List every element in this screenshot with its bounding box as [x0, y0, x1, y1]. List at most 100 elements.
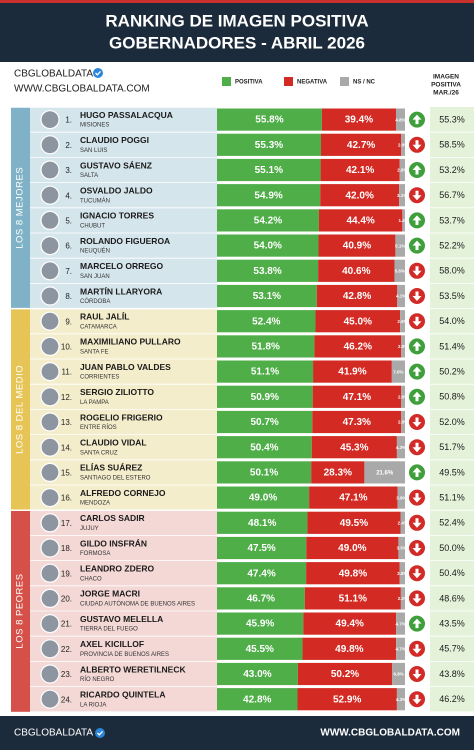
trend-arrow	[412, 114, 422, 125]
previous-value: 52.2%	[439, 240, 465, 250]
bar-segment	[217, 234, 319, 257]
rank: 6.	[65, 242, 72, 251]
province: PROVINCIA DE BUENOS AIRES	[80, 652, 169, 658]
bar-value-label: 28.3%	[324, 468, 352, 479]
footer-brand: CBGLOBALDATA	[14, 728, 93, 739]
bar-segment	[320, 133, 402, 156]
portrait	[40, 588, 60, 609]
bar-segment	[400, 511, 405, 534]
province: CHACO	[80, 576, 102, 582]
province: CATAMARCA	[80, 324, 117, 330]
bar-value-label: 46.2%	[344, 342, 372, 353]
group-strip	[11, 308, 30, 511]
previous-value: 58.0%	[439, 266, 465, 276]
trend-arrow	[412, 140, 422, 150]
bar-segment	[399, 158, 405, 182]
bar-segment	[297, 662, 393, 686]
verified-check	[95, 70, 101, 76]
bar-segment	[303, 612, 397, 635]
bar-segment	[217, 259, 319, 282]
previous-value: 55.3%	[439, 114, 465, 124]
bar-value-label: 50.7%	[250, 417, 278, 428]
rank: 24.	[61, 695, 72, 704]
footer-band	[0, 716, 474, 750]
bar-segment	[398, 536, 405, 560]
group-label: LOS 8 MEJORES	[15, 167, 26, 249]
portrait	[40, 513, 60, 533]
governor-name: ROGELIO FRIGERIO	[80, 412, 163, 422]
bar-segment	[309, 486, 398, 509]
legend-swatch	[284, 77, 293, 86]
bar-segment	[312, 385, 402, 408]
previous-value: 53.5%	[439, 291, 465, 301]
bar-segment	[217, 587, 305, 610]
portrait	[40, 664, 60, 684]
bar-segment	[396, 436, 405, 459]
bar-value-label: 51.1%	[339, 594, 367, 605]
bar-value-label: 2.0%	[398, 142, 408, 147]
bar-segment	[314, 335, 402, 358]
bar-value-label: 50.4%	[250, 442, 278, 453]
bar-value-label: 54.0%	[254, 241, 282, 252]
governor-name: HUGO PASSALACQUA	[80, 110, 173, 120]
bar-value-label: 50.1%	[250, 468, 278, 479]
previous-value: 45.7%	[439, 644, 465, 654]
bar-value-label: 4.7%	[395, 646, 405, 651]
previous-value: 58.5%	[439, 140, 465, 150]
bar-segment	[217, 133, 321, 156]
bar-value-label: 51.8%	[252, 342, 280, 353]
bar-segment	[302, 637, 397, 660]
portrait	[40, 336, 60, 356]
rank: 19.	[61, 569, 72, 578]
previous-value: 43.8%	[439, 669, 465, 679]
bar-segment	[318, 234, 396, 257]
rank: 17.	[61, 519, 72, 528]
previous-value: 50.0%	[439, 543, 465, 553]
bar-value-label: 50.2%	[331, 669, 359, 680]
governor-name: MAXIMILIANO PULLARO	[80, 337, 181, 347]
brand: CBGLOBALDATA	[14, 69, 93, 80]
trend-arrow	[412, 442, 422, 453]
trend-arrow	[412, 669, 422, 679]
bar-value-label: 6.8%	[393, 672, 403, 677]
governor-name: JORGE MACRI	[80, 589, 140, 599]
bar-segment	[396, 637, 405, 660]
province: LA PAMPA	[80, 400, 109, 406]
portrait	[40, 689, 60, 709]
rank: 22.	[61, 645, 72, 654]
governor-name: MARTÍN LLARYORA	[80, 286, 162, 296]
bar-segment	[394, 259, 405, 282]
province: MENDOZA	[80, 501, 110, 507]
bar-segment	[397, 284, 405, 308]
trend-arrow	[412, 694, 422, 705]
previous-value: 49.5%	[439, 467, 465, 477]
province: SAN JUAN	[80, 274, 110, 280]
governor-name: MARCELO ORREGO	[80, 261, 164, 271]
bar-segment	[217, 637, 303, 660]
rank: 20.	[61, 595, 72, 604]
governor-name: IGNACIO TORRES	[80, 211, 154, 221]
province: CÓRDOBA	[80, 298, 110, 305]
bar-segment	[391, 360, 405, 383]
governor-name: GILDO INSFRÁN	[80, 538, 147, 548]
province: FORMOSA	[80, 551, 110, 557]
group-label: LOS 8 PEORES	[15, 573, 26, 648]
bar-segment	[315, 310, 401, 333]
bar-value-label: 2.6%	[397, 319, 407, 324]
bar-value-label: 49.4%	[336, 619, 364, 630]
province: SAN LUIS	[80, 148, 107, 154]
bar-segment	[217, 108, 322, 131]
bar-value-label: 50.9%	[251, 392, 279, 403]
trend-arrow	[412, 165, 422, 175]
bar-value-label: 3.5%	[397, 546, 407, 551]
bar-value-label: 2.0%	[398, 394, 408, 399]
portrait	[40, 538, 60, 558]
previous-value: 51.4%	[439, 341, 465, 351]
bar-value-label: 4.3%	[396, 445, 406, 450]
bar-segment	[217, 562, 307, 585]
governor-name: ELÍAS SUÁREZ	[80, 463, 142, 473]
bar-value-label: 42.0%	[346, 190, 374, 201]
rank: 7.	[65, 267, 72, 276]
portrait	[40, 437, 60, 457]
province: LA RIOJA	[80, 702, 106, 708]
